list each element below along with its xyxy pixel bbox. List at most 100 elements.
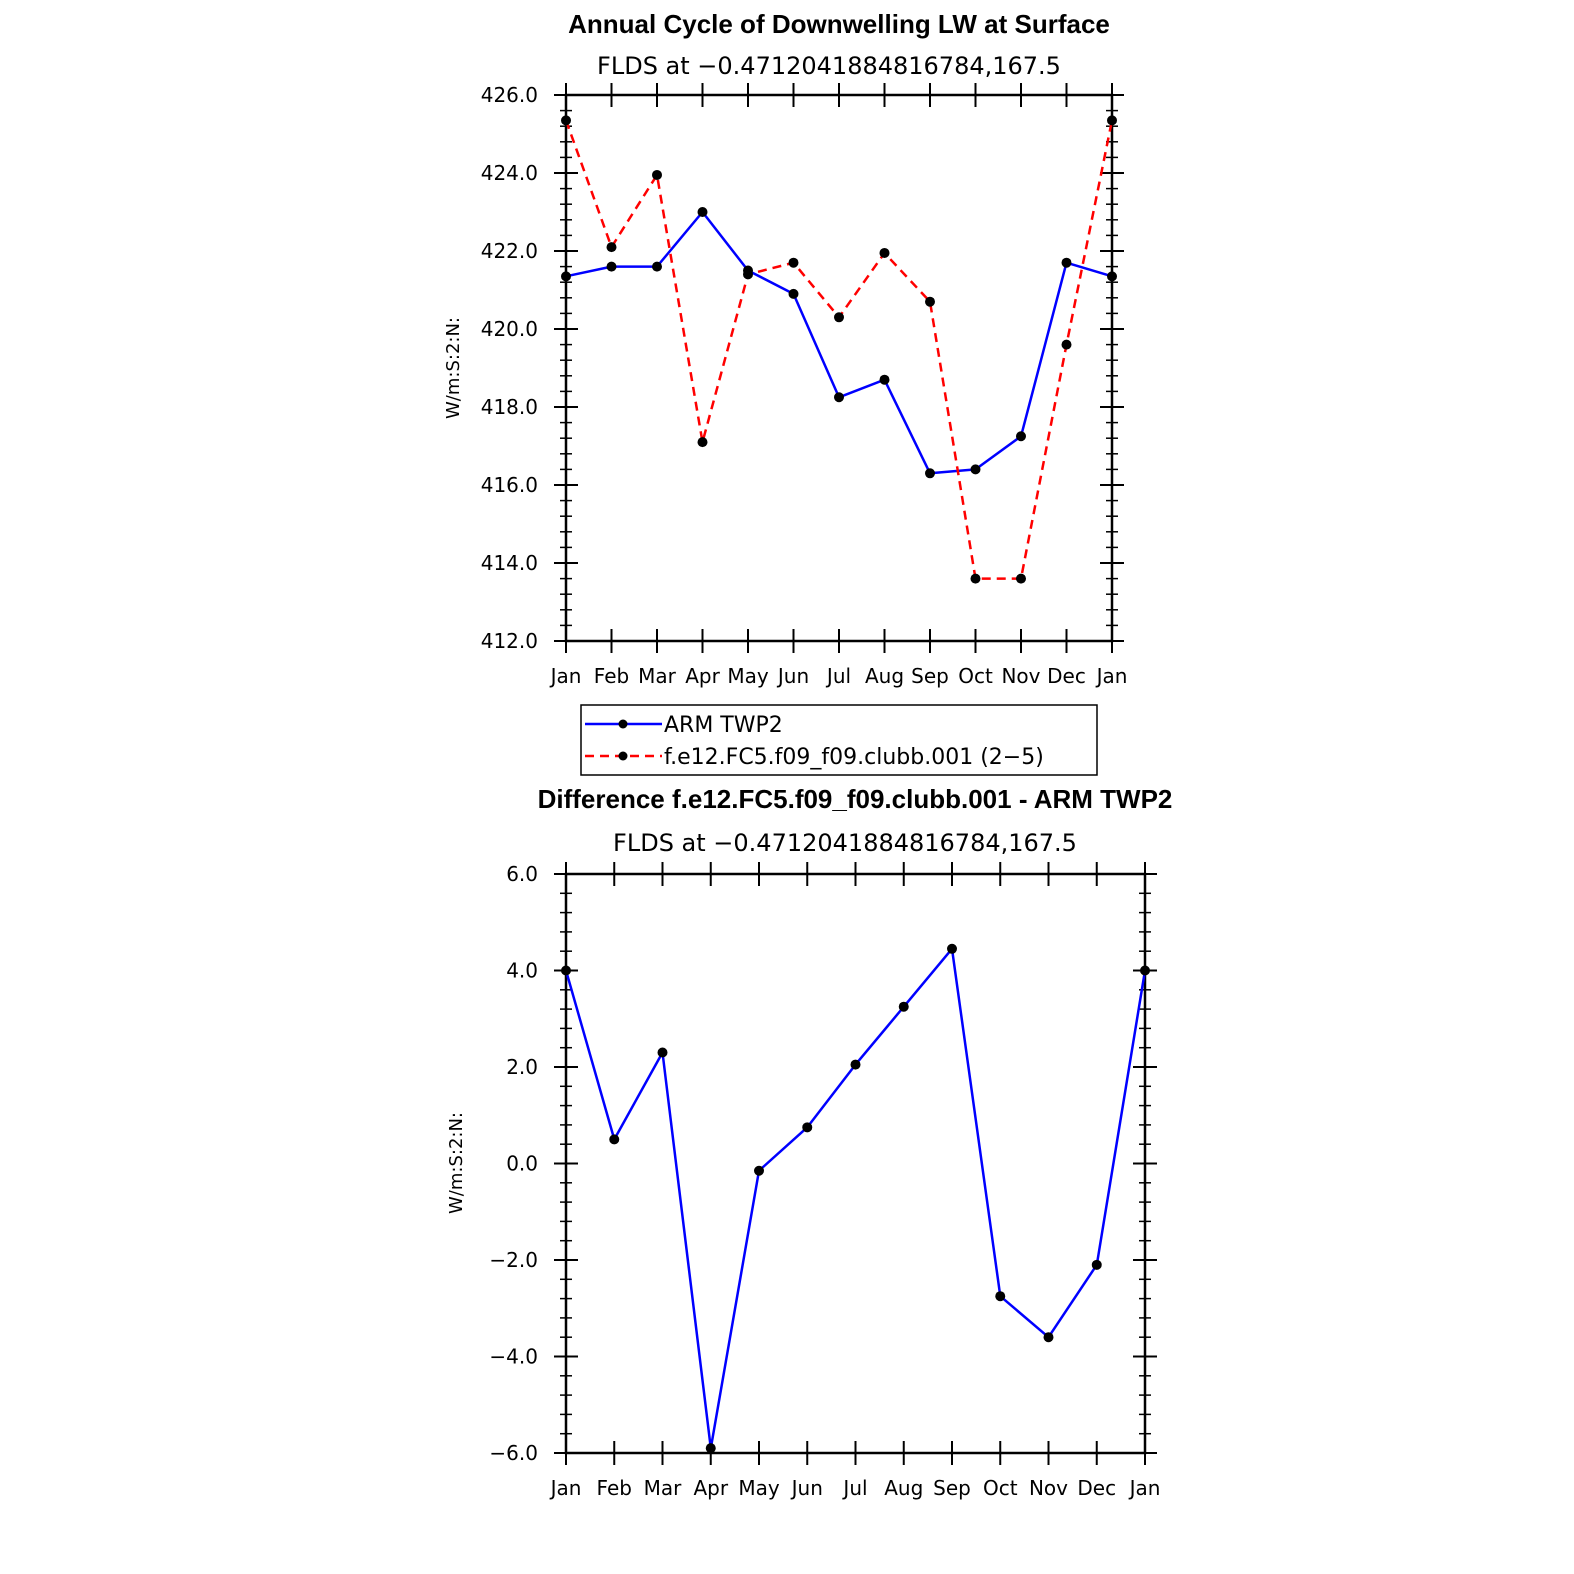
- data-point-series-1: [970, 464, 981, 475]
- chart-subtitle: FLDS at −0.4712041884816784,167.5: [597, 52, 1061, 80]
- plot-area: 412.0 414.0 416.0 418.0 420.0 422.0 424.0 426.0…: [481, 83, 1128, 688]
- x-tick-label: Sep: [933, 1476, 971, 1500]
- data-point-series-1: [1016, 431, 1026, 442]
- data-point-series-1: [834, 392, 844, 403]
- data-point-series-1: [561, 271, 571, 282]
- x-tick-label: Dec: [1077, 1476, 1116, 1500]
- x-tick-label: Dec: [1047, 664, 1086, 688]
- legend-label-series-1: ARM TWP2: [664, 713, 783, 738]
- data-point-series-1: [850, 1059, 861, 1070]
- data-point-series-1: [657, 1047, 668, 1058]
- x-tick-label: Sep: [911, 664, 949, 688]
- data-point-series-2: [970, 573, 981, 584]
- data-point-series-1: [947, 943, 957, 954]
- data-point-series-2: [697, 437, 708, 448]
- data-point-series-2: [1107, 115, 1117, 126]
- y-tick-label: −4.0: [489, 1345, 538, 1369]
- y-tick-label: −2.0: [489, 1248, 538, 1272]
- data-point-series-1: [1061, 257, 1072, 268]
- x-tick-label: Feb: [597, 1476, 632, 1500]
- series-line-1: [564, 947, 1147, 1450]
- data-point-series-2: [561, 115, 571, 126]
- x-tick-label: May: [738, 1476, 780, 1500]
- plot-frame: [564, 93, 1114, 643]
- x-tick-label: Jun: [776, 664, 809, 688]
- x-tick-label: Aug: [884, 1476, 923, 1500]
- data-point-series-1: [609, 1134, 620, 1145]
- chart-title: Difference f.e12.FC5.f09_f09.clubb.001 -…: [538, 784, 1173, 814]
- x-tick-label: Jun: [790, 1476, 823, 1500]
- data-point-series-1: [697, 207, 708, 217]
- y-tick-label: 418.0: [481, 395, 538, 419]
- y-tick-label: 420.0: [481, 317, 538, 341]
- y-tick-label: 2.0: [506, 1055, 538, 1079]
- y-tick-label: 412.0: [481, 629, 538, 653]
- difference-chart: Difference f.e12.FC5.f09_f09.clubb.001 -…: [446, 784, 1172, 1500]
- data-point-series-1: [606, 261, 617, 272]
- x-tick-label: Aug: [865, 664, 904, 688]
- chart-title: Annual Cycle of Downwelling LW at Surfac…: [568, 9, 1110, 39]
- data-point-series-1: [925, 468, 935, 479]
- x-tick-label: Mar: [644, 1476, 683, 1500]
- annual-cycle-chart: Annual Cycle of Downwelling LW at Surfac…: [443, 9, 1128, 776]
- x-tick-label: Nov: [1029, 1476, 1068, 1500]
- chart-subtitle: FLDS at −0.4712041884816784,167.5: [613, 829, 1077, 857]
- data-point-series-1: [652, 261, 662, 272]
- y-tick-label: 416.0: [481, 473, 538, 497]
- data-point-series-2: [925, 296, 935, 307]
- legend-marker-series-2: [618, 751, 628, 761]
- data-point-series-1: [802, 1122, 813, 1133]
- y-tick-label: 6.0: [506, 862, 538, 886]
- x-tick-label: Apr: [685, 664, 720, 688]
- x-tick-label: Jan: [549, 1476, 582, 1500]
- x-tick-label: Mar: [638, 664, 677, 688]
- data-point-series-1: [1091, 1259, 1102, 1270]
- legend-box: [580, 704, 1098, 776]
- data-point-series-1: [995, 1291, 1006, 1302]
- x-tick-label: Oct: [958, 664, 993, 688]
- legend-label-series-2: f.e12.FC5.f09_f09.clubb.001 (2−5): [664, 745, 1044, 770]
- series-line-2: [564, 119, 1114, 580]
- y-tick-label: 414.0: [481, 551, 538, 575]
- data-point-series-2: [652, 169, 662, 180]
- y-tick-label: 422.0: [481, 239, 538, 263]
- data-point-series-1: [898, 1001, 909, 1012]
- y-axis-label: W/m:S:2:N:: [446, 1112, 467, 1214]
- data-point-series-1: [788, 288, 799, 299]
- y-tick-label: 424.0: [481, 161, 538, 185]
- legend-marker-series-1: [618, 719, 628, 729]
- y-tick-label: 0.0: [506, 1152, 538, 1176]
- x-tick-label: Oct: [983, 1476, 1018, 1500]
- x-tick-label: Jan: [1128, 1476, 1161, 1500]
- legend: ARM TWP2 f.e12.FC5.f09_f09.clubb.001 (2−…: [580, 704, 1098, 776]
- data-point-series-2: [834, 312, 844, 323]
- data-point-series-1: [1140, 965, 1150, 976]
- data-point-series-1: [561, 965, 571, 976]
- y-tick-label: 426.0: [481, 83, 538, 107]
- x-tick-label: May: [727, 664, 769, 688]
- plot-frame: [564, 872, 1147, 1455]
- x-tick-label: Jul: [841, 1476, 867, 1500]
- plot-area: −6.0 −4.0 −2.0 0.0 2.0 4.0 6.0 Jan Feb Mar Apr May J…: [489, 862, 1160, 1500]
- data-point-series-2: [788, 257, 799, 268]
- x-tick-label: Jan: [549, 664, 582, 688]
- x-tick-label: Jan: [1095, 664, 1128, 688]
- y-axis-label: W/m:S:2:N:: [443, 317, 464, 419]
- series-line-1: [565, 210, 1113, 475]
- data-point-series-1: [1043, 1332, 1054, 1343]
- data-point-series-2: [879, 247, 890, 258]
- x-tick-label: Feb: [594, 664, 629, 688]
- data-point-series-2: [1016, 573, 1026, 584]
- data-point-series-1: [1107, 271, 1117, 282]
- x-tick-label: Jul: [825, 664, 851, 688]
- data-point-series-2: [743, 269, 753, 280]
- data-point-series-1: [705, 1443, 716, 1454]
- data-point-series-1: [754, 1165, 764, 1176]
- x-tick-label: Apr: [693, 1476, 728, 1500]
- y-tick-label: 4.0: [506, 959, 538, 983]
- y-tick-label: −6.0: [489, 1441, 538, 1465]
- data-point-series-2: [606, 242, 617, 253]
- data-point-series-2: [1061, 339, 1072, 350]
- x-tick-label: Nov: [1001, 664, 1040, 688]
